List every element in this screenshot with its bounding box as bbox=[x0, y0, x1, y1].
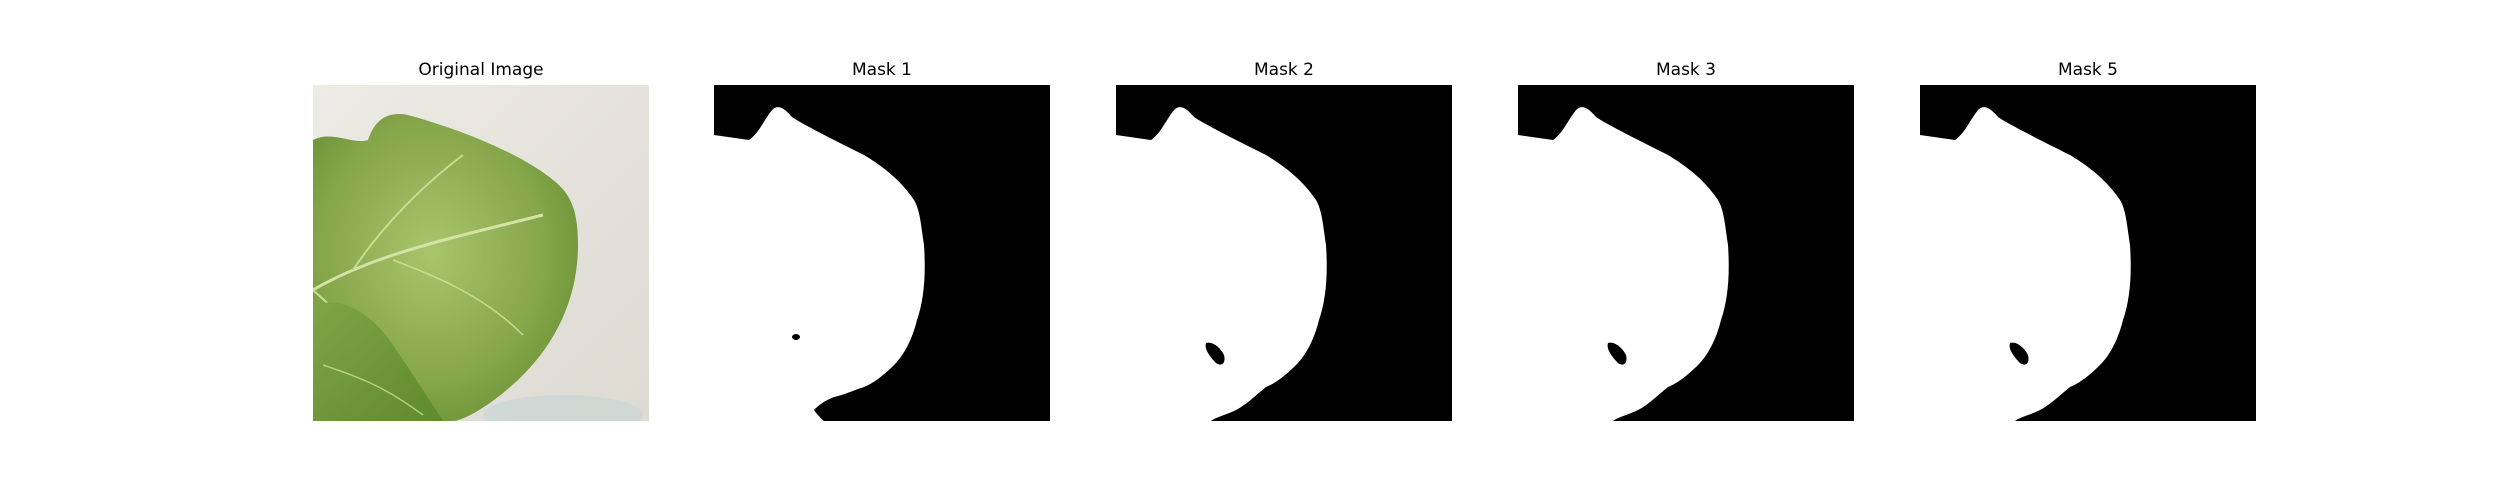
mask-3-image bbox=[1518, 85, 1854, 421]
mask-2-image bbox=[1116, 85, 1452, 421]
mask-1-image bbox=[714, 85, 1050, 421]
mask-3-panel: Mask 3 bbox=[1518, 0, 1854, 430]
panel-title: Mask 2 bbox=[1253, 60, 1314, 80]
mask-5-image bbox=[1920, 85, 2256, 421]
panel-title: Mask 5 bbox=[2057, 60, 2118, 80]
panel-title: Original Image bbox=[418, 60, 544, 80]
mask-1-panel: Mask 1 bbox=[714, 0, 1050, 430]
original-image-panel: Original Image bbox=[313, 0, 649, 430]
mask-5-panel: Mask 5 bbox=[1920, 0, 2256, 430]
panel-title: Mask 3 bbox=[1655, 60, 1716, 80]
panel-title: Mask 1 bbox=[851, 60, 912, 80]
mask-2-panel: Mask 2 bbox=[1116, 0, 1452, 430]
original-leaf-photo bbox=[313, 85, 649, 421]
